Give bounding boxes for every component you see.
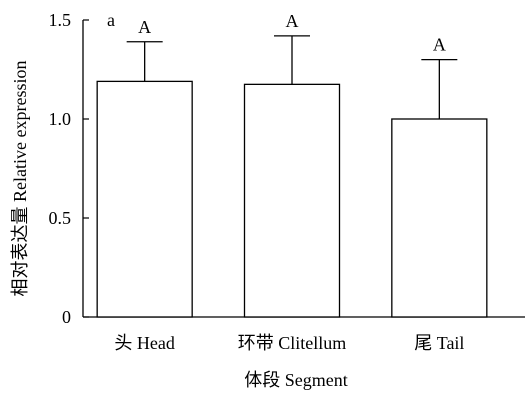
y-tick-label: 0.5 [49,208,72,228]
bar [96,80,193,318]
bar [243,83,341,318]
y-tick-label: 1.5 [49,10,72,30]
y-axis-label: 相对表达量 Relative expression [10,61,30,297]
x-axis-label: 体段 Segment [244,370,348,390]
significance-letter: A [433,35,446,55]
significance-letter: A [286,11,299,31]
bars [96,35,488,318]
significance-letter: A [138,17,151,37]
x-tick-label: 头 Head [114,333,174,353]
labels: 0 0.5 1.0 1.5 A 头 Head A 环带 Clitellum A 尾 Tail 体段 … [10,10,464,390]
bar [391,118,488,318]
y-tick-label: 0 [62,307,71,327]
x-tick-label: 尾 Tail [414,333,464,353]
y-tick-label: 1.0 [49,109,72,129]
x-tick-label: 环带 Clitellum [238,333,347,353]
panel-label: a [107,10,115,30]
